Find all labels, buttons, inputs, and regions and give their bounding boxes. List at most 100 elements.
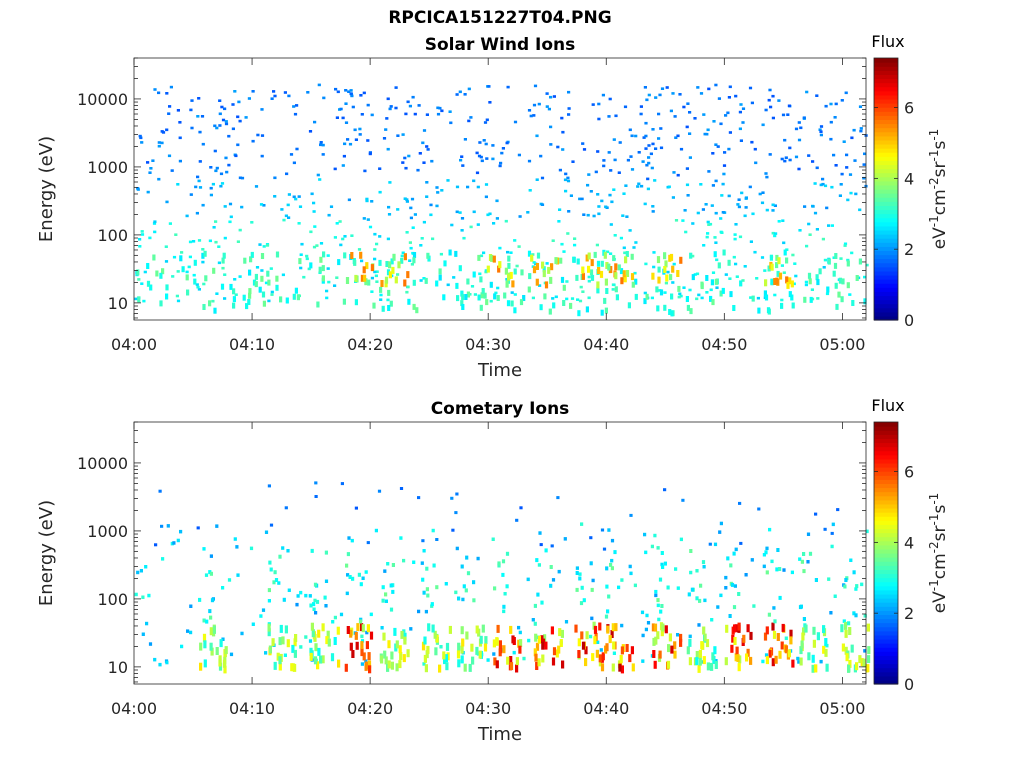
colorbar-segment: [874, 94, 898, 100]
heatmap-cell: [389, 583, 393, 588]
heatmap-cell: [417, 496, 421, 500]
heatmap-cell: [688, 657, 692, 666]
heatmap-cell: [719, 217, 723, 220]
x-tick-label: 04:20: [347, 335, 393, 354]
heatmap-cell: [509, 662, 514, 671]
heatmap-cell: [663, 488, 667, 492]
heatmap-cell: [484, 636, 488, 645]
heatmap-cell: [764, 108, 768, 112]
heatmap-cell: [833, 594, 837, 598]
heatmap-cell: [838, 277, 842, 284]
heatmap-cell: [324, 550, 328, 555]
heatmap-cell: [466, 571, 471, 576]
heatmap-cell: [365, 262, 369, 270]
colorbar-units-part: cm: [930, 189, 950, 215]
heatmap-cell: [554, 257, 558, 265]
heatmap-cell: [250, 251, 254, 258]
heatmap-cell: [142, 299, 146, 303]
heatmap-cell: [197, 179, 201, 183]
heatmap-cell: [228, 202, 233, 206]
heatmap-cell: [833, 262, 838, 269]
heatmap-cell: [324, 604, 328, 608]
heatmap-cell: [317, 629, 321, 638]
heatmap-cell: [296, 294, 300, 301]
heatmap-cell: [185, 214, 189, 218]
heatmap-cell: [673, 115, 677, 118]
heatmap-cell: [780, 298, 784, 302]
heatmap-cell: [454, 590, 458, 595]
heatmap-cell: [796, 656, 800, 661]
heatmap-cell: [345, 277, 350, 284]
heatmap-cell: [360, 641, 364, 650]
heatmap-cell: [333, 284, 337, 287]
heatmap-cell: [730, 582, 735, 587]
heatmap-cell: [804, 283, 808, 287]
heatmap-cell: [858, 105, 863, 108]
heatmap-cell: [797, 121, 801, 124]
heatmap-cell: [799, 657, 803, 666]
heatmap-cell: [400, 254, 404, 258]
heatmap-cell: [354, 138, 358, 141]
heatmap-cell: [313, 598, 317, 603]
colorbar-tick-label: 2: [904, 240, 914, 259]
heatmap-cell: [384, 656, 388, 665]
heatmap-cell: [607, 115, 611, 118]
heatmap-cell: [189, 108, 193, 112]
heatmap-cell: [443, 656, 447, 665]
heatmap-cell: [395, 640, 399, 649]
heatmap-cell: [676, 270, 680, 277]
heatmap-cell: [238, 228, 242, 232]
heatmap-cell: [456, 295, 460, 302]
heatmap-cell: [321, 265, 325, 272]
heatmap-cell: [139, 569, 143, 573]
heatmap-cell: [625, 251, 629, 257]
heatmap-cell: [382, 632, 386, 641]
heatmap-cell: [445, 642, 450, 651]
heatmap-cell: [495, 637, 499, 646]
heatmap-cell: [268, 560, 272, 565]
heatmap-cell: [488, 212, 492, 216]
heatmap-cell: [436, 106, 440, 110]
heatmap-cell: [617, 585, 621, 590]
heatmap-cell: [425, 113, 429, 116]
heatmap-cell: [204, 573, 209, 577]
heatmap-cell: [845, 153, 849, 157]
heatmap-cell: [343, 252, 347, 259]
heatmap-cell: [409, 216, 413, 220]
heatmap-cell: [774, 232, 778, 235]
heatmap-cell: [602, 159, 606, 162]
heatmap-cell: [798, 557, 802, 561]
heatmap-cell: [215, 126, 219, 130]
heatmap-cell: [316, 173, 320, 177]
heatmap-cell: [366, 139, 370, 142]
heatmap-cell: [566, 232, 570, 235]
heatmap-cell: [455, 93, 459, 96]
heatmap-cell: [431, 528, 435, 533]
heatmap-cell: [770, 263, 774, 271]
heatmap-cell: [165, 660, 169, 665]
heatmap-cell: [292, 293, 296, 300]
heatmap-cell: [459, 158, 463, 162]
heatmap-cell: [674, 567, 678, 571]
heatmap-cell: [426, 593, 430, 598]
heatmap-cell: [719, 290, 723, 297]
heatmap-cell: [149, 167, 153, 170]
heatmap-cell: [391, 563, 395, 567]
y-tick-label: 10000: [77, 454, 128, 473]
heatmap-cell: [764, 172, 768, 175]
heatmap-cell: [231, 127, 235, 131]
heatmap-cell: [554, 295, 558, 299]
heatmap-cell: [347, 90, 351, 93]
heatmap-cell: [653, 660, 657, 669]
colorbar-segment: [874, 610, 898, 615]
heatmap-cell: [461, 304, 465, 310]
heatmap-cell: [827, 258, 831, 265]
heatmap-cell: [709, 295, 713, 302]
heatmap-cell: [666, 585, 670, 590]
heatmap-cell: [442, 651, 446, 660]
heatmap-cell: [686, 304, 690, 311]
heatmap-cell: [643, 202, 647, 206]
heatmap-cell: [324, 579, 329, 583]
heatmap-cell: [558, 168, 562, 172]
heatmap-cell: [501, 572, 505, 577]
